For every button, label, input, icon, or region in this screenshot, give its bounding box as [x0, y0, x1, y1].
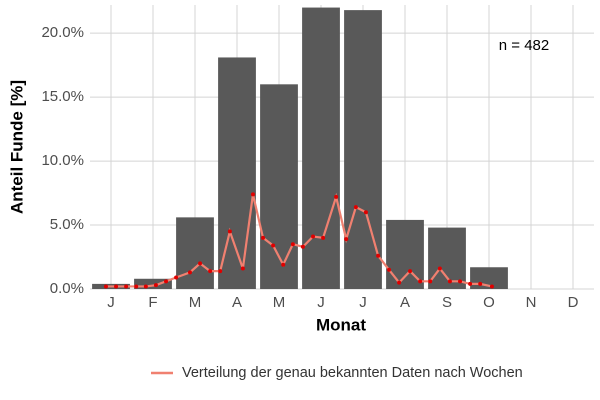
week-point [134, 284, 139, 289]
week-point [174, 275, 179, 280]
x-tick-label: M [273, 294, 286, 311]
y-axis-title: Anteil Funde [%] [7, 80, 26, 214]
week-point [227, 229, 232, 234]
week-point [458, 279, 463, 284]
week-point [437, 266, 442, 271]
y-tick-label: 20.0% [41, 24, 84, 41]
week-point [408, 269, 413, 274]
legend-label: Verteilung der genau bekannten Daten nac… [182, 365, 523, 381]
bar [302, 7, 340, 289]
x-tick-label: D [568, 294, 579, 311]
week-point [489, 284, 494, 289]
week-point [418, 279, 423, 284]
week-point [344, 237, 349, 242]
bar [176, 217, 214, 289]
week-point [428, 279, 433, 284]
week-point [153, 283, 158, 288]
week-point [387, 267, 392, 272]
x-tick-label: O [483, 294, 495, 311]
week-point [187, 270, 192, 275]
y-tick-label: 10.0% [41, 152, 84, 169]
week-point [218, 269, 223, 274]
week-point [397, 280, 402, 285]
week-point [376, 253, 381, 258]
week-point [143, 284, 148, 289]
annotation: n = 482 [499, 37, 549, 54]
week-point [300, 244, 305, 249]
week-point [447, 279, 452, 284]
week-point [468, 281, 473, 286]
bar [344, 10, 382, 289]
x-tick-label: S [442, 294, 452, 311]
x-tick-label: N [526, 294, 537, 311]
week-point [353, 205, 358, 210]
x-tick-label: J [359, 294, 367, 311]
week-point [103, 284, 108, 289]
week-point [311, 234, 316, 239]
y-tick-label: 15.0% [41, 88, 84, 105]
week-point [290, 242, 295, 247]
week-point [114, 284, 119, 289]
week-point [250, 192, 255, 197]
week-point [198, 261, 203, 266]
week-point [124, 284, 129, 289]
week-point [334, 194, 339, 199]
week-point [363, 210, 368, 215]
y-tick-label: 0.0% [50, 280, 84, 297]
week-point [208, 269, 213, 274]
x-tick-label: A [400, 294, 410, 311]
week-point [271, 243, 276, 248]
x-tick-label: A [232, 294, 242, 311]
week-point [478, 281, 483, 286]
y-tick-label: 5.0% [50, 216, 84, 233]
x-axis-title: Monat [316, 315, 366, 334]
week-point [240, 266, 245, 271]
bar [134, 278, 172, 289]
week-point [321, 235, 326, 240]
x-tick-label: J [317, 294, 325, 311]
week-point [281, 262, 286, 267]
week-point [261, 235, 266, 240]
week-point [164, 279, 169, 284]
x-tick-label: J [107, 294, 115, 311]
x-tick-label: M [189, 294, 202, 311]
x-tick-label: F [148, 294, 157, 311]
